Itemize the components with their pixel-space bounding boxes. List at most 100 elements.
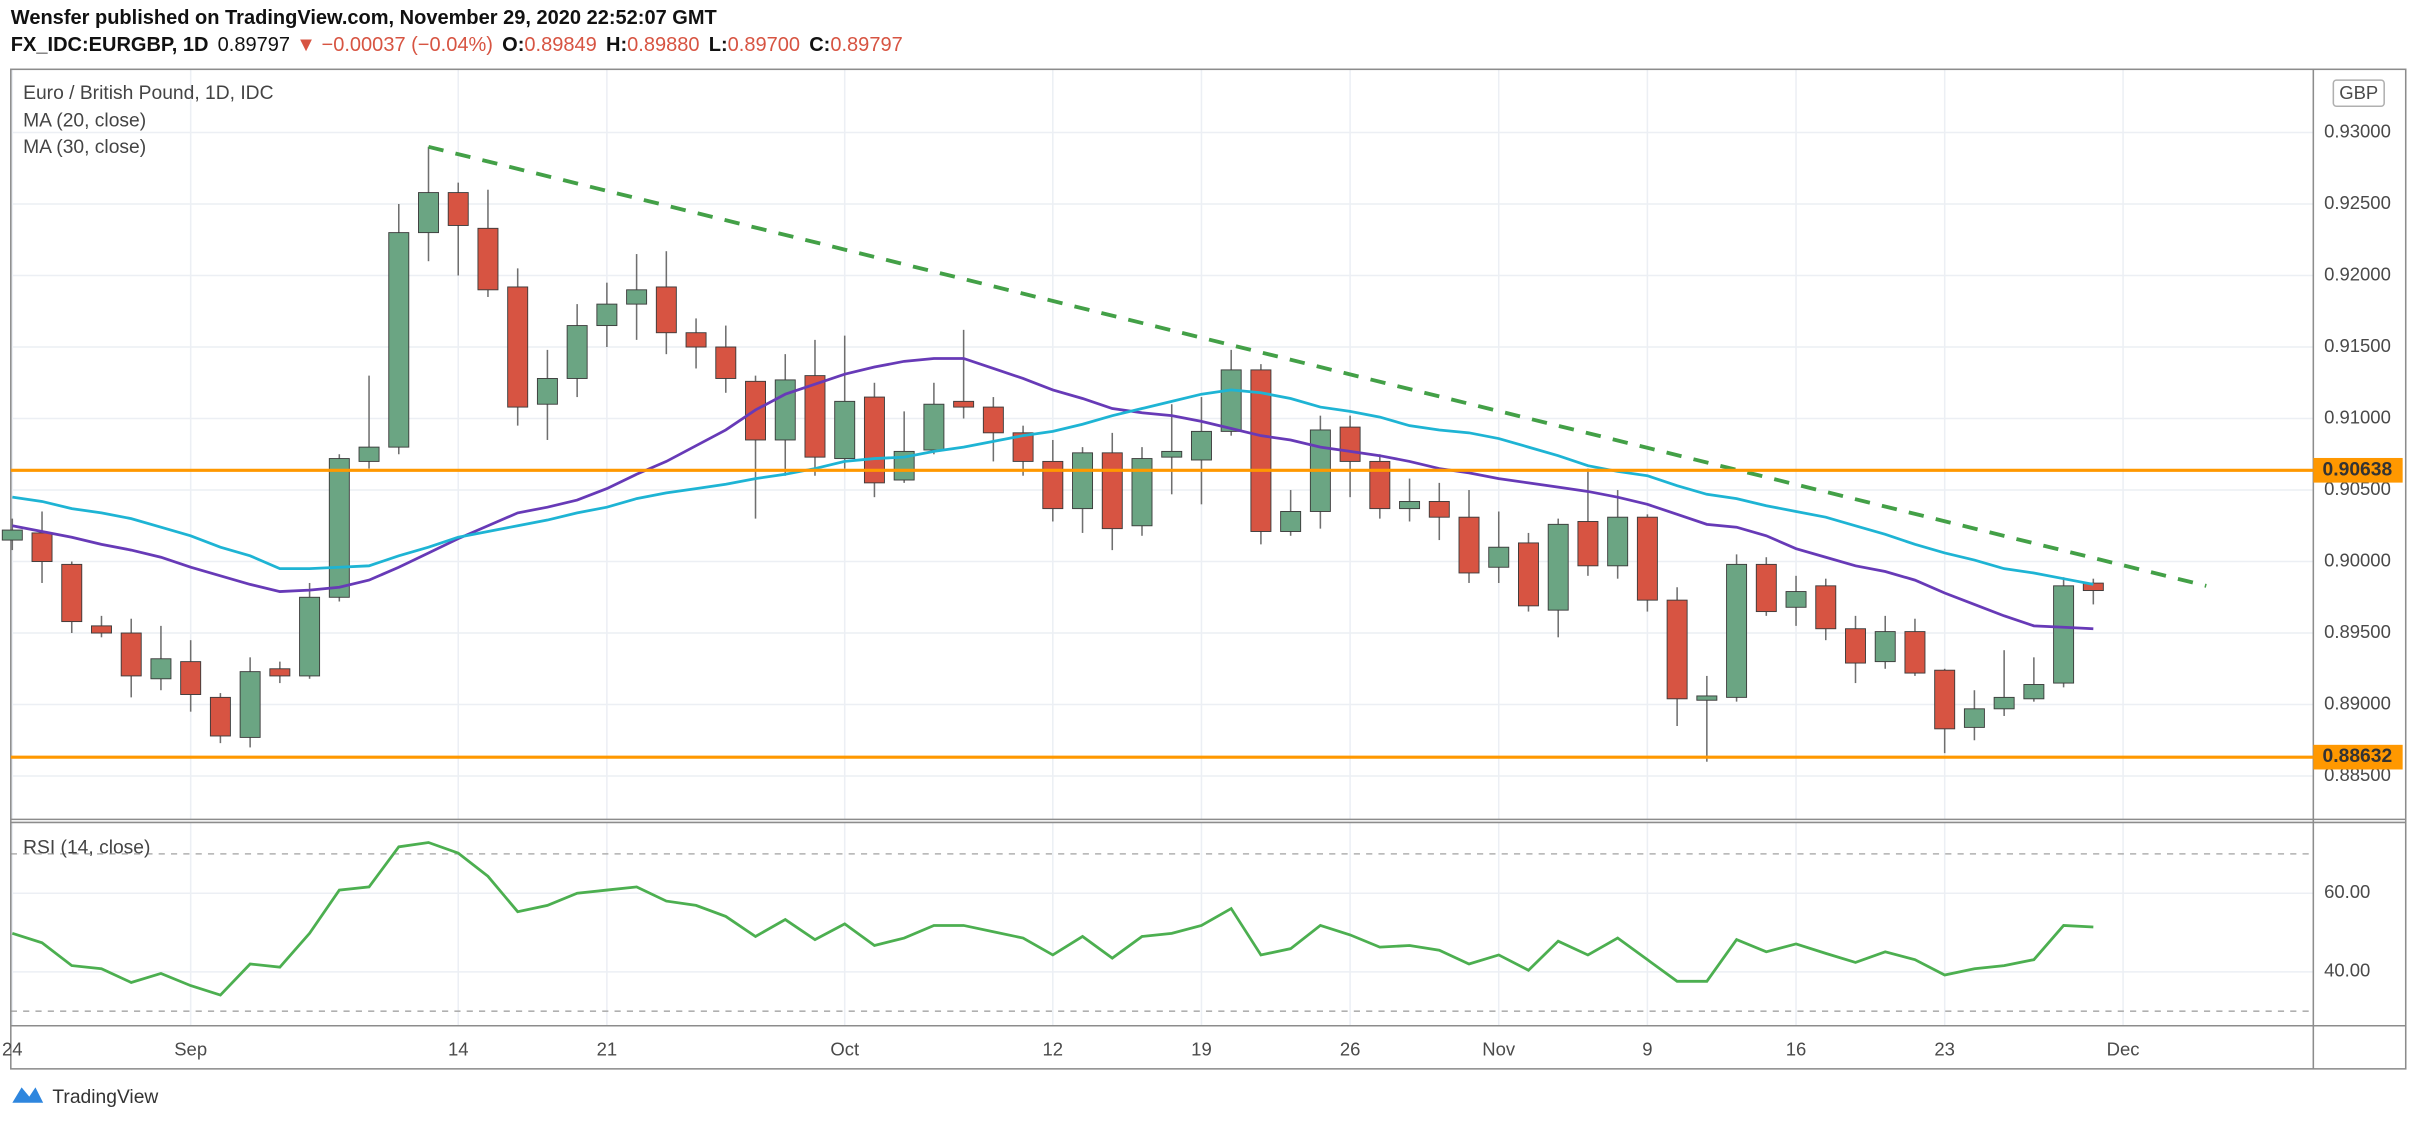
candle-body [31, 532, 53, 562]
legend-entry: MA (20, close) [23, 111, 146, 132]
candle-body [1369, 460, 1391, 510]
symbol-line: FX_IDC:EURGBP, 1D 0.89797 ▼ −0.00037 (−0.0… [11, 34, 903, 56]
candle-body [1012, 432, 1034, 462]
ohlc-value: 0.89849 [524, 34, 596, 56]
y-tick-label: 0.91500 [2324, 335, 2391, 356]
candle-body [180, 661, 202, 695]
marks-layer [1, 144, 2314, 997]
footer: TradingView [12, 1087, 158, 1108]
candle-body [982, 406, 1004, 434]
x-tick-label: 14 [448, 1038, 469, 1059]
candle-body [715, 346, 737, 379]
candle-body [150, 658, 172, 680]
candle-body [1874, 631, 1896, 663]
y-tick-label: 0.91000 [2324, 406, 2391, 427]
x-tick-label: 26 [1340, 1038, 1361, 1059]
candle-body [328, 458, 350, 598]
y-tick-label: 0.90000 [2324, 549, 2391, 570]
candle-body [1726, 563, 1748, 698]
candle-body [507, 286, 529, 408]
candle-body [863, 396, 885, 484]
y-tick-label: 40.00 [2324, 960, 2370, 981]
candle-body [1042, 460, 1064, 510]
currency: GBP [2339, 82, 2378, 103]
candle-body [804, 375, 826, 458]
candle-body [566, 325, 588, 379]
candle-body [1666, 599, 1688, 700]
candle-body [1, 529, 23, 541]
y-tick-label: 60.00 [2324, 881, 2370, 902]
frame [10, 68, 2407, 1070]
candle-body [1755, 563, 1777, 613]
candle-body [299, 596, 321, 677]
candle-body [1993, 696, 2015, 710]
y-tick-label: 0.92000 [2324, 263, 2391, 284]
rsi-line [11, 841, 2094, 997]
trend-line [428, 144, 2207, 588]
ohlc-key: O: [502, 34, 524, 56]
candle-body [477, 227, 499, 291]
change: ▼ −0.00037 (−0.04%) [296, 34, 493, 56]
candle-body [774, 379, 796, 441]
level-label: 0.88632 [2323, 746, 2393, 767]
candle-body [1696, 695, 1718, 701]
ohlc-key: C: [809, 34, 830, 56]
labels-layer: GBP Euro / British Pound, 1D, IDC MA (20… [2, 79, 2403, 1059]
candle-body [685, 332, 707, 348]
candle-body [1815, 585, 1837, 630]
ohlc-value: 0.89880 [627, 34, 699, 56]
candle-body [655, 286, 677, 334]
candle-body [388, 232, 410, 448]
y-tick-label: 0.92500 [2324, 192, 2391, 213]
x-tick-label: 24 [2, 1038, 23, 1059]
chart-frame [10, 68, 2407, 1070]
candle-body [1428, 500, 1450, 518]
candle-body [1934, 669, 1956, 730]
y-tick-label: 0.93000 [2324, 120, 2391, 141]
level-tag [2313, 744, 2403, 770]
candle-body [536, 378, 558, 405]
candle-body [626, 289, 648, 305]
x-tick-label: 21 [597, 1038, 618, 1059]
symbol: FX_IDC:EURGBP, 1D [11, 34, 209, 56]
logo-icon [12, 1087, 44, 1103]
y-tick-label: 0.89500 [2324, 621, 2391, 642]
candle-body [120, 632, 142, 677]
candle-body [1339, 426, 1361, 462]
ohlc-value: 0.89797 [830, 34, 902, 56]
candle-body [1072, 452, 1094, 510]
ohlc-value: 0.89700 [728, 34, 800, 56]
candle-body [1904, 631, 1926, 674]
published-line: Wensfer published on TradingView.com, No… [11, 7, 718, 29]
currency-box [2332, 79, 2385, 108]
candle-body [1250, 369, 1272, 532]
candle-body [209, 696, 231, 737]
candle-body [2023, 684, 2045, 700]
x-tick-label: 12 [1043, 1038, 1064, 1059]
moving-average-line [12, 388, 2094, 586]
candle-body [239, 671, 261, 738]
candle-body [596, 303, 618, 327]
candle-body [418, 192, 439, 234]
candle-body [1607, 516, 1629, 567]
candle-body [61, 563, 83, 623]
candle-body [923, 403, 945, 451]
legend-entry: MA (30, close) [23, 137, 146, 158]
y-tick-label: 0.90500 [2324, 478, 2391, 499]
candle-body [1547, 523, 1569, 611]
candle-body [1190, 430, 1212, 461]
candle-body [1963, 708, 1985, 728]
ohlc-key: L: [709, 34, 728, 56]
x-tick-label: Oct [830, 1038, 859, 1059]
x-tick-label: 19 [1191, 1038, 1212, 1059]
candle-body [1518, 542, 1539, 607]
last-price: 0.89797 [218, 34, 290, 56]
candle-body [1131, 458, 1153, 527]
x-tick-label: Dec [2107, 1038, 2140, 1059]
level-tag [2313, 457, 2403, 483]
candle-body [447, 192, 469, 226]
rsi-title: RSI (14, close) [23, 838, 150, 859]
